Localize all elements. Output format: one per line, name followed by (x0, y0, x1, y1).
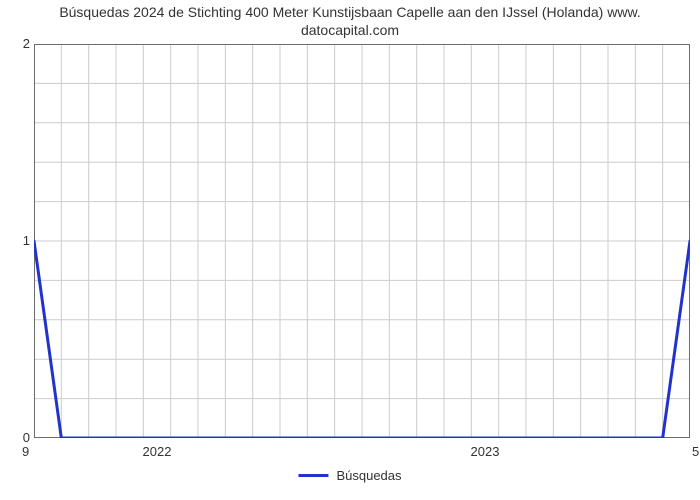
chart-legend: Búsquedas (298, 468, 401, 483)
chart-title: Búsquedas 2024 de Stichting 400 Meter Ku… (0, 4, 700, 39)
x-tick-label: 2022 (143, 444, 172, 459)
chart-title-line1: Búsquedas 2024 de Stichting 400 Meter Ku… (59, 4, 640, 20)
legend-swatch (298, 474, 328, 477)
chart-title-line2: datocapital.com (301, 22, 399, 38)
legend-label: Búsquedas (336, 468, 401, 483)
chart-plot-area (34, 44, 690, 438)
y-tick-label: 1 (6, 233, 30, 248)
corner-label-bottom-left: 9 (22, 444, 29, 459)
x-tick-label: 2023 (471, 444, 500, 459)
y-tick-label: 0 (6, 430, 30, 445)
y-tick-label: 2 (6, 36, 30, 51)
corner-label-bottom-right: 5 (692, 444, 699, 459)
chart-container: Búsquedas 2024 de Stichting 400 Meter Ku… (0, 0, 700, 500)
